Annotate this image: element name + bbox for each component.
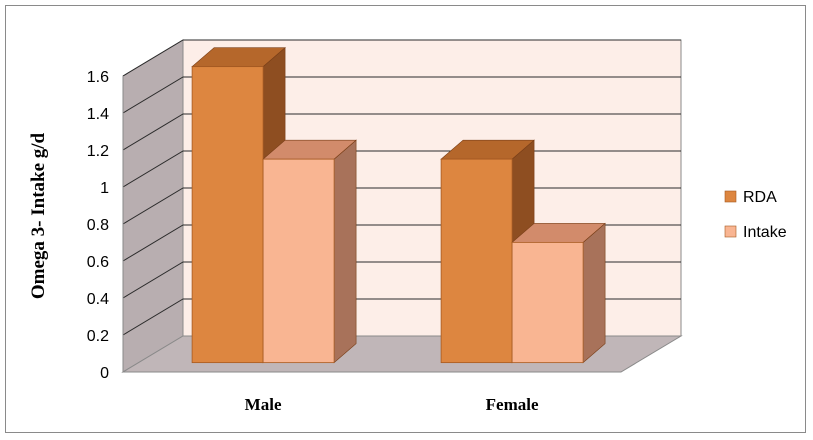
bar-front bbox=[440, 158, 513, 364]
x-axis-categories: Male Female bbox=[245, 395, 539, 414]
y-tick-label: 0.6 bbox=[87, 254, 109, 271]
bars bbox=[191, 46, 606, 364]
bar-intake-male bbox=[262, 139, 357, 364]
legend: RDA Intake bbox=[724, 189, 787, 241]
bar-front bbox=[511, 241, 584, 364]
legend-label-rda: RDA bbox=[743, 189, 777, 206]
gridline bbox=[122, 76, 681, 114]
y-tick-label: 1 bbox=[100, 180, 109, 197]
y-axis-label: Omega 3- Intake g/d bbox=[28, 132, 49, 299]
category-label: Male bbox=[245, 395, 282, 414]
bar-side bbox=[582, 222, 606, 364]
gridline bbox=[122, 39, 681, 77]
bar-front bbox=[262, 158, 335, 364]
y-tick-label: 0 bbox=[100, 365, 109, 382]
y-tick-label: 0.2 bbox=[87, 328, 109, 345]
y-tick-label: 1.2 bbox=[87, 143, 109, 160]
bar-intake-female bbox=[511, 222, 606, 364]
legend-swatch-rda bbox=[724, 190, 737, 203]
bar-front bbox=[191, 66, 264, 364]
legend-swatch-intake bbox=[724, 225, 737, 238]
gridline bbox=[122, 113, 681, 151]
chart-frame: 0 0.2 0.4 0.6 0.8 1 1.2 1.4 1.6 Male Female Omega… bbox=[5, 5, 806, 433]
category-label: Female bbox=[486, 395, 539, 414]
chart-canvas: 0 0.2 0.4 0.6 0.8 1 1.2 1.4 1.6 Male Female Omega… bbox=[28, 39, 787, 414]
bar-side bbox=[333, 139, 357, 364]
y-tick-label: 0.4 bbox=[87, 291, 109, 308]
y-tick-label: 0.8 bbox=[87, 217, 109, 234]
y-axis-ticks: 0 0.2 0.4 0.6 0.8 1 1.2 1.4 1.6 bbox=[87, 69, 109, 382]
y-tick-label: 1.4 bbox=[87, 106, 109, 123]
y-tick-label: 1.6 bbox=[87, 69, 109, 86]
legend-label-intake: Intake bbox=[743, 224, 787, 241]
